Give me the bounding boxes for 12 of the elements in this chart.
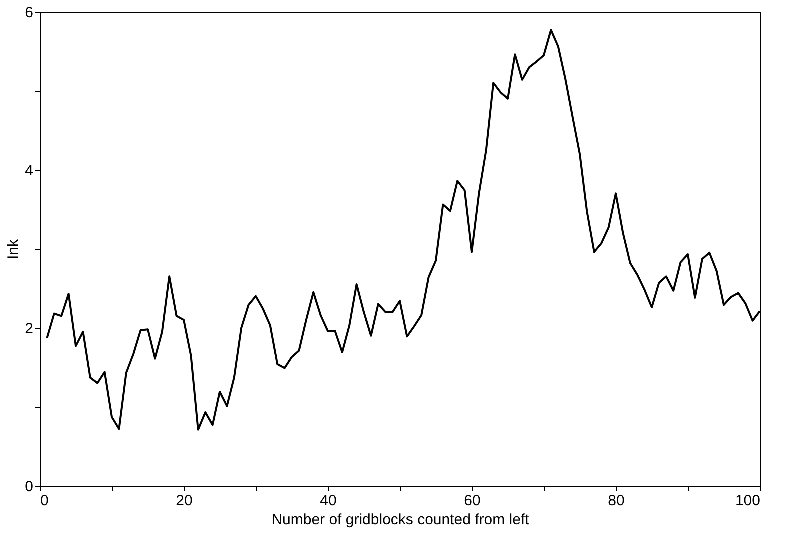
x-axis-title: Number of gridblocks counted from left [272,512,530,528]
y-tick-label: 4 [25,162,34,180]
x-tick-label: 80 [608,492,625,510]
y-axis-title: Ink [5,239,22,260]
x-tick-label: 40 [320,492,337,510]
y-tick-label: 2 [25,320,34,338]
x-tick-label: 0 [40,492,49,510]
x-tick-label: 20 [176,492,193,510]
x-tick-label: 60 [464,492,481,510]
y-tick-label: 6 [25,4,34,22]
y-tick-label: 0 [25,478,34,496]
x-tick-label: 100 [735,492,760,510]
